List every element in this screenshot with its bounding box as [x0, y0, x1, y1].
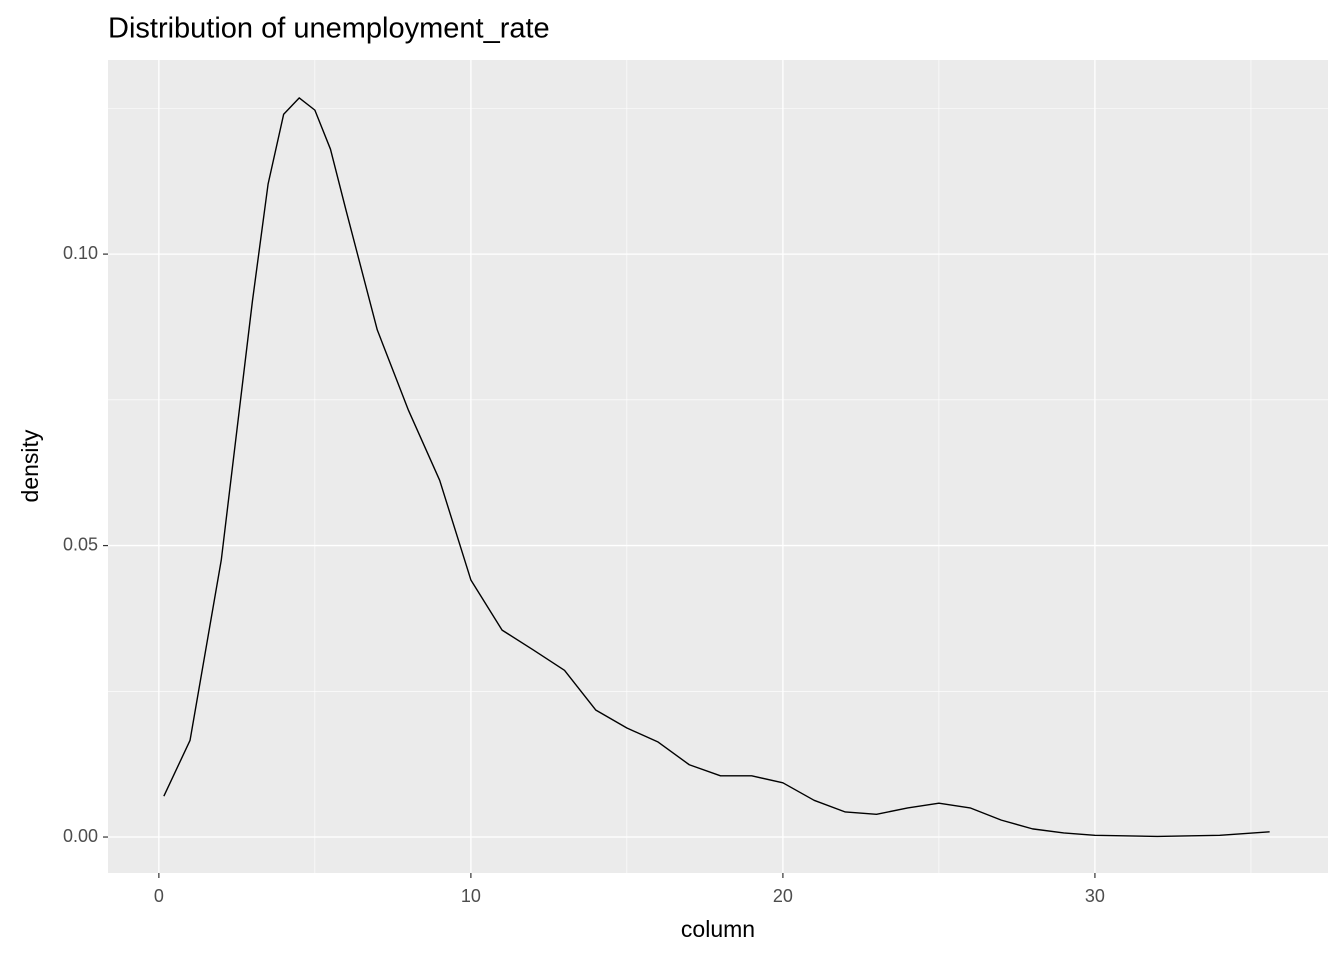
x-tick-label: 20 [773, 886, 793, 906]
y-tick-label: 0.05 [63, 534, 98, 554]
y-tick-label: 0.10 [63, 243, 98, 263]
panel [108, 60, 1328, 873]
x-tick-label: 10 [461, 886, 481, 906]
chart-title: Distribution of unemployment_rate [108, 13, 550, 45]
x-axis-title: column [681, 916, 755, 942]
x-tick-label: 0 [154, 886, 164, 906]
y-tick-label: 0.00 [63, 826, 98, 846]
density-line [163, 97, 1270, 838]
y-axis-title: density [17, 429, 43, 502]
x-tick-label: 30 [1085, 886, 1105, 906]
